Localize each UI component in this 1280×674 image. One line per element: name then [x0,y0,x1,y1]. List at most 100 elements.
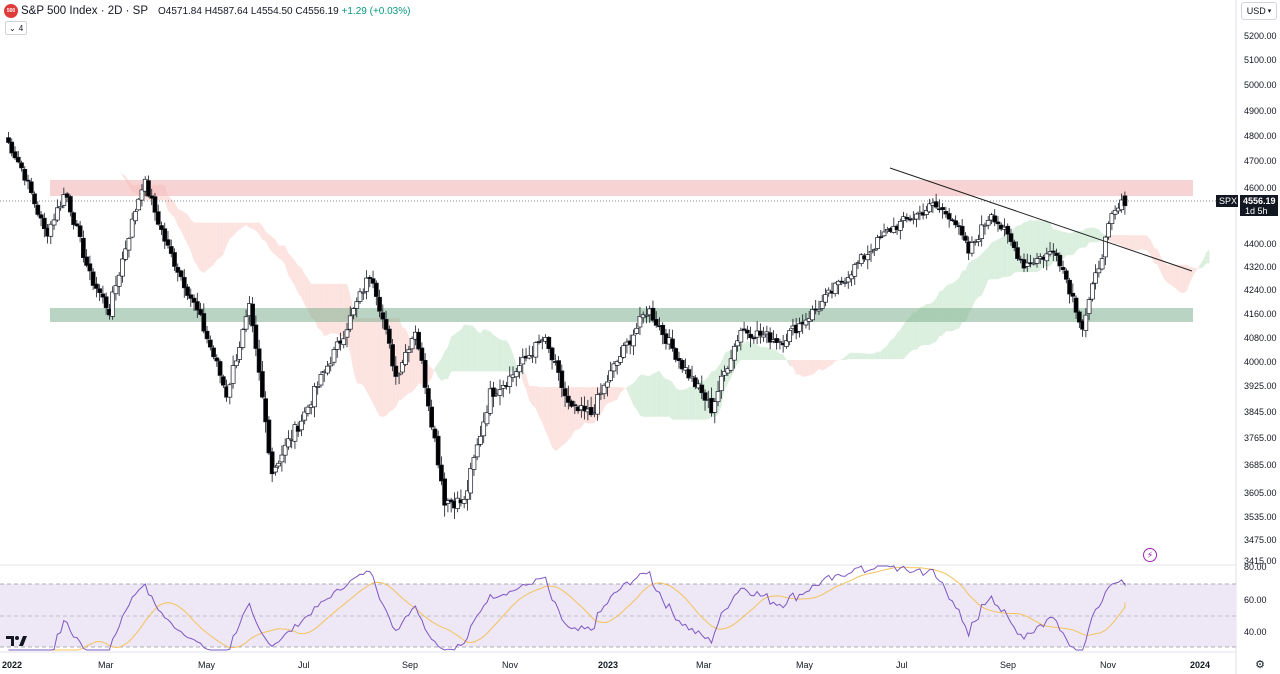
cloud-segment [1199,260,1204,269]
cloud-segment [1137,235,1142,251]
time-tick-label: Mar [696,660,712,670]
cloud-segment [1160,256,1164,279]
cloud-segment [799,359,803,377]
candle [933,193,939,209]
candle [25,174,31,190]
candle [390,338,395,372]
time-tick-label: 2024 [1190,660,1210,670]
candle [1090,281,1095,302]
symbol-legend[interactable]: 500 S&P 500 Index · 2D · SP O4571.84 H45… [4,3,410,19]
cloud-segment [1037,220,1041,273]
candle [299,414,304,437]
cloud-segment [1053,229,1057,263]
cloud-segment [910,312,914,352]
rsi-ma-line [8,566,1126,651]
cloud-segment [1196,265,1200,271]
cloud-segment [988,242,992,281]
time-axis[interactable]: 2022 Mar May Jul Sep Nov 2023 Mar May Jul Sep Nov 20… [2,660,1210,670]
candle [347,306,353,333]
cloud-segment [991,240,995,280]
cloud-segment [428,364,432,383]
cloud-segment [669,379,673,420]
currency-select[interactable]: USD ▾ [1241,2,1277,20]
cloud-segment [119,169,123,176]
trendline[interactable] [889,167,1193,272]
price-axis[interactable]: 5200.00 5100.00 5000.00 4900.00 4800.00 4700.… [1244,31,1277,566]
candle [194,292,200,319]
candle [634,322,640,335]
cloud-segment [366,318,370,398]
candle [683,358,688,375]
gear-icon[interactable]: ⚙︎ [1255,659,1265,671]
cloud-segment [763,346,767,360]
cloud-segment [1089,227,1093,243]
cloud-segment [945,283,950,332]
cloud-segment [317,283,321,331]
cloud-segment [291,256,295,286]
candle [1103,235,1108,266]
candle [344,322,350,348]
cloud-segment [841,357,845,360]
cloud-segment [802,359,806,377]
tradingview-logo-icon[interactable] [6,634,28,648]
candle [370,270,376,289]
candle [204,326,210,344]
candle [175,263,181,282]
cloud-segment [499,339,504,372]
cloud-segment [1079,230,1083,249]
cloud-segment [194,222,198,266]
cloud-segment [789,359,793,367]
candle [686,364,692,381]
candle [637,307,643,335]
cloud-segment [115,163,120,170]
cloud-segment [255,222,260,234]
cloud-segment [490,331,494,372]
cloud-segment [1059,230,1064,261]
cloud-segment [981,250,985,296]
cloud-segment [815,359,819,373]
candle [211,345,216,360]
candle [953,215,959,229]
candle [237,341,242,363]
cloud-segment [451,334,455,372]
candle [595,387,600,421]
cloud-segment [102,149,107,153]
candle [1060,260,1066,274]
price-pane[interactable] [0,132,1236,519]
candle [478,425,483,447]
candle [692,375,698,390]
cloud-segment [1004,233,1008,277]
candle [976,234,981,247]
candle [302,407,308,425]
cloud-segment [688,386,693,420]
time-tick-label: Jul [298,660,310,670]
cloud-segment [1082,228,1086,248]
cloud-segment [571,387,575,437]
candle [1015,241,1020,261]
candle [253,315,259,357]
time-tick-label: 2023 [598,660,618,670]
flash-icon[interactable]: ⚡︎ [1143,548,1157,562]
candle [1067,278,1072,304]
candle [1057,252,1063,272]
candle [334,337,340,358]
rsi-pane[interactable] [0,565,1236,651]
support-zone[interactable] [50,308,1193,322]
candle [393,356,399,385]
cloud-segment [861,353,865,360]
candle [305,404,311,417]
collapse-indicators-button[interactable]: ⌄ 4 [5,21,28,35]
candle [207,335,213,351]
cloud-segment [415,345,419,389]
candle [517,356,522,379]
candle [744,325,750,340]
cloud-segment [294,260,299,294]
cloud-segment [971,258,976,308]
candle [507,366,513,394]
symbol-title[interactable]: S&P 500 Index · 2D · SP [21,5,148,17]
candle [702,389,708,411]
candle [943,206,949,218]
cloud-segment [903,320,907,360]
resistance-zone[interactable] [50,180,1193,196]
